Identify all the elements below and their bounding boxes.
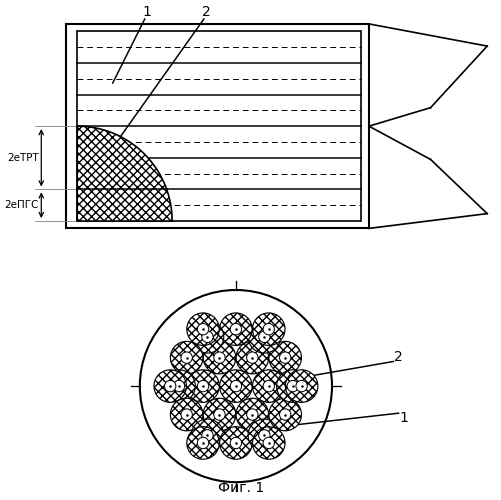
Circle shape <box>235 342 268 374</box>
Circle shape <box>258 430 270 441</box>
Circle shape <box>263 380 274 392</box>
Circle shape <box>186 426 219 459</box>
Text: 2: 2 <box>201 4 210 18</box>
Text: 2: 2 <box>393 350 402 364</box>
Circle shape <box>197 380 208 392</box>
Circle shape <box>258 331 270 342</box>
Circle shape <box>219 313 252 346</box>
Circle shape <box>197 438 208 448</box>
Circle shape <box>230 324 241 335</box>
Text: 1: 1 <box>398 411 407 425</box>
Circle shape <box>173 380 184 392</box>
Circle shape <box>219 370 252 402</box>
Text: 1: 1 <box>142 4 151 18</box>
Circle shape <box>247 419 280 452</box>
Circle shape <box>252 426 285 459</box>
Circle shape <box>197 324 208 335</box>
Circle shape <box>230 380 241 392</box>
Circle shape <box>164 380 175 392</box>
Circle shape <box>235 398 268 431</box>
Circle shape <box>213 352 225 364</box>
Circle shape <box>191 419 223 452</box>
Circle shape <box>295 380 307 392</box>
Circle shape <box>276 370 309 402</box>
Polygon shape <box>77 126 172 221</box>
Circle shape <box>269 398 301 431</box>
Circle shape <box>252 313 285 346</box>
Circle shape <box>219 426 252 459</box>
Circle shape <box>154 370 186 402</box>
Circle shape <box>263 324 274 335</box>
Bar <box>66 24 368 229</box>
Circle shape <box>180 409 192 420</box>
Circle shape <box>203 398 235 431</box>
Circle shape <box>180 352 192 364</box>
Circle shape <box>230 438 241 448</box>
Circle shape <box>263 438 274 448</box>
Circle shape <box>279 409 290 420</box>
Circle shape <box>140 290 331 482</box>
Bar <box>77 32 360 221</box>
Circle shape <box>252 370 285 402</box>
Circle shape <box>247 320 280 353</box>
Circle shape <box>279 352 290 364</box>
Circle shape <box>269 342 301 374</box>
Text: Фиг. 1: Фиг. 1 <box>217 481 264 495</box>
Circle shape <box>246 352 258 364</box>
Circle shape <box>287 380 298 392</box>
Circle shape <box>186 370 219 402</box>
Circle shape <box>191 320 223 353</box>
Circle shape <box>170 342 202 374</box>
Circle shape <box>201 430 213 441</box>
Circle shape <box>201 331 213 342</box>
Circle shape <box>213 409 225 420</box>
Circle shape <box>162 370 195 402</box>
Text: 2eПГС: 2eПГС <box>5 200 39 210</box>
Circle shape <box>186 313 219 346</box>
Text: 2eТРТ: 2eТРТ <box>7 153 39 163</box>
Circle shape <box>203 342 235 374</box>
Circle shape <box>170 398 202 431</box>
Circle shape <box>246 409 258 420</box>
Circle shape <box>285 370 317 402</box>
